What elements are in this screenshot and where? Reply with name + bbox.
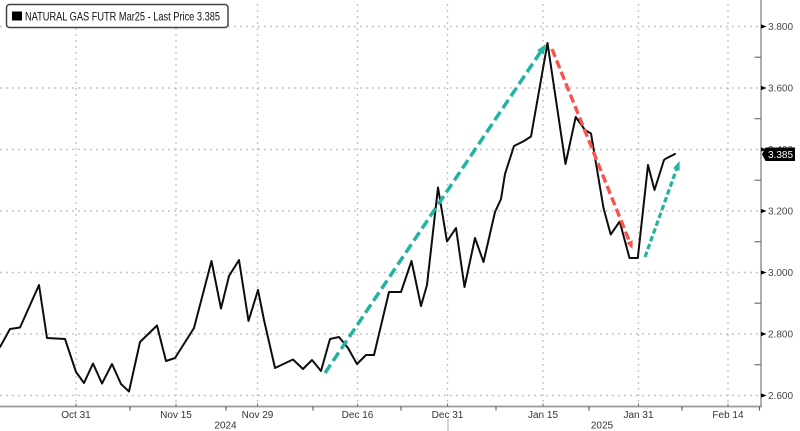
svg-text:3.600: 3.600 bbox=[768, 84, 793, 95]
svg-text:Jan 15: Jan 15 bbox=[528, 410, 558, 421]
svg-text:3.000: 3.000 bbox=[768, 268, 793, 279]
svg-text:Dec 16: Dec 16 bbox=[342, 410, 374, 421]
svg-text:Feb 14: Feb 14 bbox=[712, 410, 744, 421]
svg-text:2024: 2024 bbox=[214, 421, 237, 431]
svg-text:Jan 31: Jan 31 bbox=[623, 410, 653, 421]
svg-text:Dec 31: Dec 31 bbox=[432, 410, 464, 421]
svg-text:Oct 31: Oct 31 bbox=[61, 410, 91, 421]
svg-text:2025: 2025 bbox=[591, 421, 614, 431]
svg-text:2.800: 2.800 bbox=[768, 330, 793, 341]
svg-text:3.385: 3.385 bbox=[768, 150, 793, 161]
svg-text:3.800: 3.800 bbox=[768, 22, 793, 33]
svg-text:Nov 29: Nov 29 bbox=[242, 410, 274, 421]
svg-text:NATURAL GAS FUTR Mar25 - Last: NATURAL GAS FUTR Mar25 - Last Price 3.38… bbox=[25, 10, 220, 24]
svg-text:2.600: 2.600 bbox=[768, 391, 793, 402]
svg-text:3.200: 3.200 bbox=[768, 207, 793, 218]
svg-text:Nov 15: Nov 15 bbox=[160, 410, 192, 421]
